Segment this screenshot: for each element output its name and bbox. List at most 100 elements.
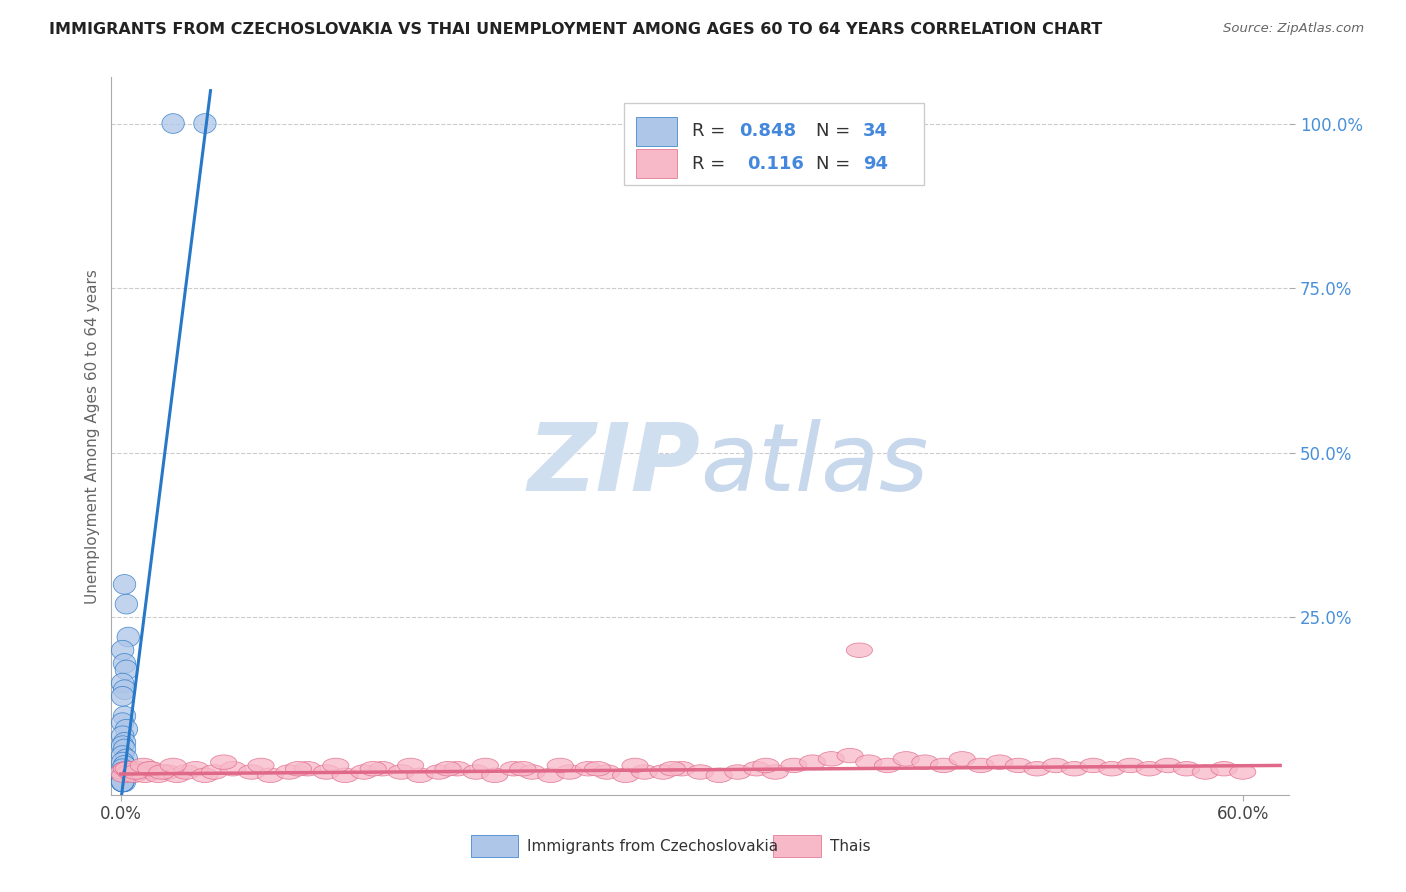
Ellipse shape: [219, 762, 246, 776]
Ellipse shape: [406, 768, 433, 782]
Ellipse shape: [744, 762, 769, 776]
Ellipse shape: [125, 762, 150, 776]
Text: N =: N =: [815, 154, 856, 172]
Ellipse shape: [114, 680, 136, 699]
Ellipse shape: [1211, 762, 1237, 776]
Ellipse shape: [1062, 762, 1087, 776]
Ellipse shape: [114, 765, 136, 785]
Text: N =: N =: [815, 122, 856, 140]
Ellipse shape: [295, 762, 321, 776]
Ellipse shape: [142, 764, 167, 780]
Ellipse shape: [239, 764, 264, 780]
Ellipse shape: [472, 758, 499, 772]
FancyBboxPatch shape: [624, 103, 924, 185]
Ellipse shape: [111, 772, 134, 792]
Ellipse shape: [115, 594, 138, 614]
Ellipse shape: [114, 706, 136, 726]
Ellipse shape: [557, 764, 582, 780]
Ellipse shape: [519, 764, 546, 780]
Ellipse shape: [621, 758, 648, 772]
Ellipse shape: [314, 764, 339, 780]
Ellipse shape: [837, 748, 863, 763]
Ellipse shape: [114, 654, 136, 673]
Ellipse shape: [117, 627, 139, 647]
Ellipse shape: [1043, 758, 1069, 772]
Ellipse shape: [463, 764, 489, 780]
Ellipse shape: [114, 762, 139, 776]
Ellipse shape: [121, 768, 148, 782]
Ellipse shape: [1230, 764, 1256, 780]
Ellipse shape: [1080, 758, 1107, 772]
Ellipse shape: [163, 768, 190, 782]
Ellipse shape: [762, 764, 789, 780]
Ellipse shape: [111, 746, 134, 765]
FancyBboxPatch shape: [636, 149, 676, 178]
Ellipse shape: [501, 762, 526, 776]
Ellipse shape: [114, 739, 136, 759]
Ellipse shape: [191, 768, 218, 782]
Ellipse shape: [1174, 762, 1199, 776]
Ellipse shape: [111, 640, 134, 660]
Ellipse shape: [856, 755, 882, 770]
Ellipse shape: [111, 768, 138, 782]
Ellipse shape: [350, 764, 377, 780]
Ellipse shape: [911, 755, 938, 770]
Ellipse shape: [875, 758, 900, 772]
Ellipse shape: [360, 762, 387, 776]
FancyBboxPatch shape: [471, 835, 517, 857]
Ellipse shape: [111, 759, 134, 779]
Text: Source: ZipAtlas.com: Source: ZipAtlas.com: [1223, 22, 1364, 36]
Ellipse shape: [115, 762, 142, 776]
Ellipse shape: [122, 764, 149, 780]
Text: ZIP: ZIP: [527, 419, 700, 511]
Text: Thais: Thais: [830, 838, 870, 854]
Ellipse shape: [111, 772, 134, 792]
Ellipse shape: [931, 758, 956, 772]
Ellipse shape: [111, 762, 134, 782]
Ellipse shape: [160, 758, 186, 772]
Text: atlas: atlas: [700, 419, 929, 510]
Ellipse shape: [247, 758, 274, 772]
Ellipse shape: [183, 762, 208, 776]
Ellipse shape: [111, 765, 134, 785]
Ellipse shape: [110, 764, 136, 780]
Ellipse shape: [111, 772, 134, 792]
Ellipse shape: [114, 574, 136, 594]
Ellipse shape: [482, 768, 508, 782]
Ellipse shape: [1118, 758, 1143, 772]
Ellipse shape: [111, 736, 134, 756]
Ellipse shape: [114, 769, 136, 789]
Ellipse shape: [155, 764, 180, 780]
Ellipse shape: [276, 764, 302, 780]
Ellipse shape: [285, 762, 312, 776]
Text: Immigrants from Czechoslovakia: Immigrants from Czechoslovakia: [527, 838, 779, 854]
Ellipse shape: [426, 764, 451, 780]
Ellipse shape: [688, 764, 713, 780]
Ellipse shape: [370, 762, 395, 776]
Ellipse shape: [111, 772, 134, 792]
Ellipse shape: [967, 758, 994, 772]
Ellipse shape: [111, 726, 134, 746]
Ellipse shape: [1024, 762, 1050, 776]
Ellipse shape: [136, 762, 162, 776]
Ellipse shape: [987, 755, 1012, 770]
Ellipse shape: [752, 758, 779, 772]
Ellipse shape: [650, 764, 676, 780]
Ellipse shape: [631, 764, 658, 780]
Ellipse shape: [114, 756, 136, 775]
Ellipse shape: [138, 762, 163, 776]
Ellipse shape: [949, 752, 976, 766]
Y-axis label: Unemployment Among Ages 60 to 64 years: Unemployment Among Ages 60 to 64 years: [86, 268, 100, 604]
Ellipse shape: [800, 755, 825, 770]
Ellipse shape: [444, 762, 471, 776]
Ellipse shape: [257, 768, 284, 782]
Ellipse shape: [201, 764, 228, 780]
Ellipse shape: [593, 764, 620, 780]
Ellipse shape: [1154, 758, 1181, 772]
Ellipse shape: [547, 758, 574, 772]
Ellipse shape: [114, 772, 136, 792]
Ellipse shape: [111, 713, 134, 732]
Ellipse shape: [128, 764, 155, 780]
Ellipse shape: [332, 768, 359, 782]
Ellipse shape: [1005, 758, 1032, 772]
